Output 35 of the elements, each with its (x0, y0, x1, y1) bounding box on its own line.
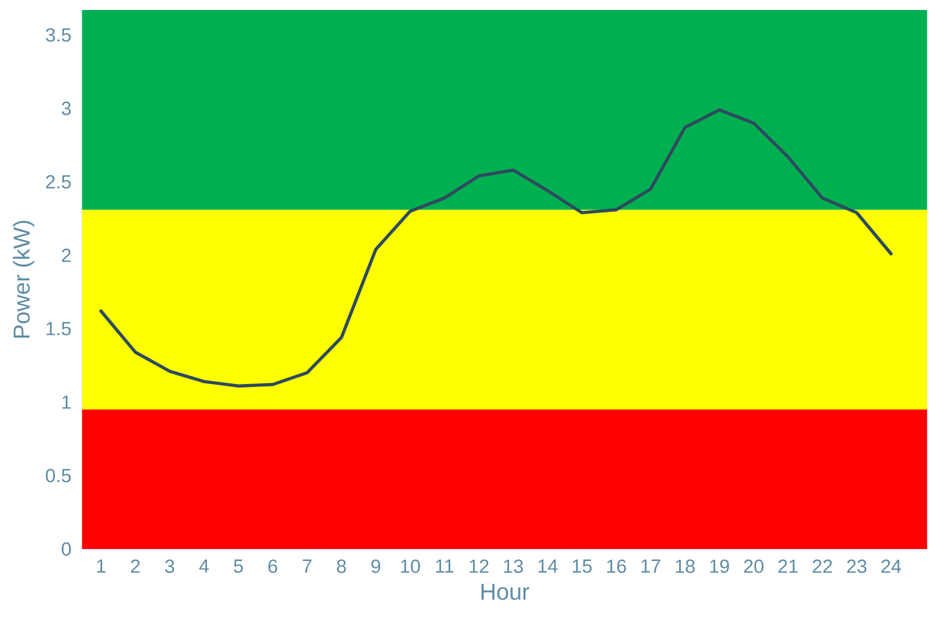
x-tick-label: 9 (371, 560, 380, 573)
y-tick-label: 0 (62, 542, 71, 556)
y-tick-label: 2 (62, 248, 71, 262)
line-series (99, 108, 893, 388)
x-tick-label: 10 (401, 560, 420, 573)
x-axis-title: Hour (482, 584, 530, 600)
x-tick-label: 11 (436, 560, 454, 573)
x-tick-label: 24 (881, 560, 902, 573)
x-tick-label: 19 (710, 560, 729, 573)
x-tick-label: 1 (97, 560, 106, 573)
x-tick-label: 16 (607, 560, 626, 573)
x-tick-label: 23 (847, 560, 866, 573)
x-tick-label: 7 (302, 560, 312, 573)
x-tick-label: 14 (538, 560, 558, 573)
x-tick-label: 12 (470, 560, 488, 573)
y-axis-title: Power (kW) (12, 220, 34, 338)
y-tick-label: 2.5 (46, 175, 71, 189)
x-tick-label: 6 (268, 560, 278, 573)
x-tick-label: 4 (199, 560, 209, 573)
x-tick-label: 20 (744, 560, 764, 573)
y-tick-label: 3 (62, 102, 71, 116)
x-tick-label: 21 (778, 560, 798, 573)
x-tick-label: 15 (572, 560, 592, 573)
y-tick-label: 1 (62, 396, 71, 409)
y-tick-label: 3.5 (46, 28, 71, 42)
x-tick-label: 13 (504, 560, 523, 573)
y-tick-label: 1.5 (46, 322, 71, 336)
y-tick-label: 0.5 (46, 468, 71, 482)
x-tick-label: 17 (641, 560, 660, 573)
x-tick-label: 3 (165, 560, 174, 573)
x-tick-label: 18 (676, 560, 695, 573)
x-tick-label: 5 (234, 560, 243, 573)
x-tick-label: 8 (336, 560, 346, 573)
x-tick-label: 2 (131, 560, 140, 573)
x-tick-label: 22 (812, 560, 832, 573)
